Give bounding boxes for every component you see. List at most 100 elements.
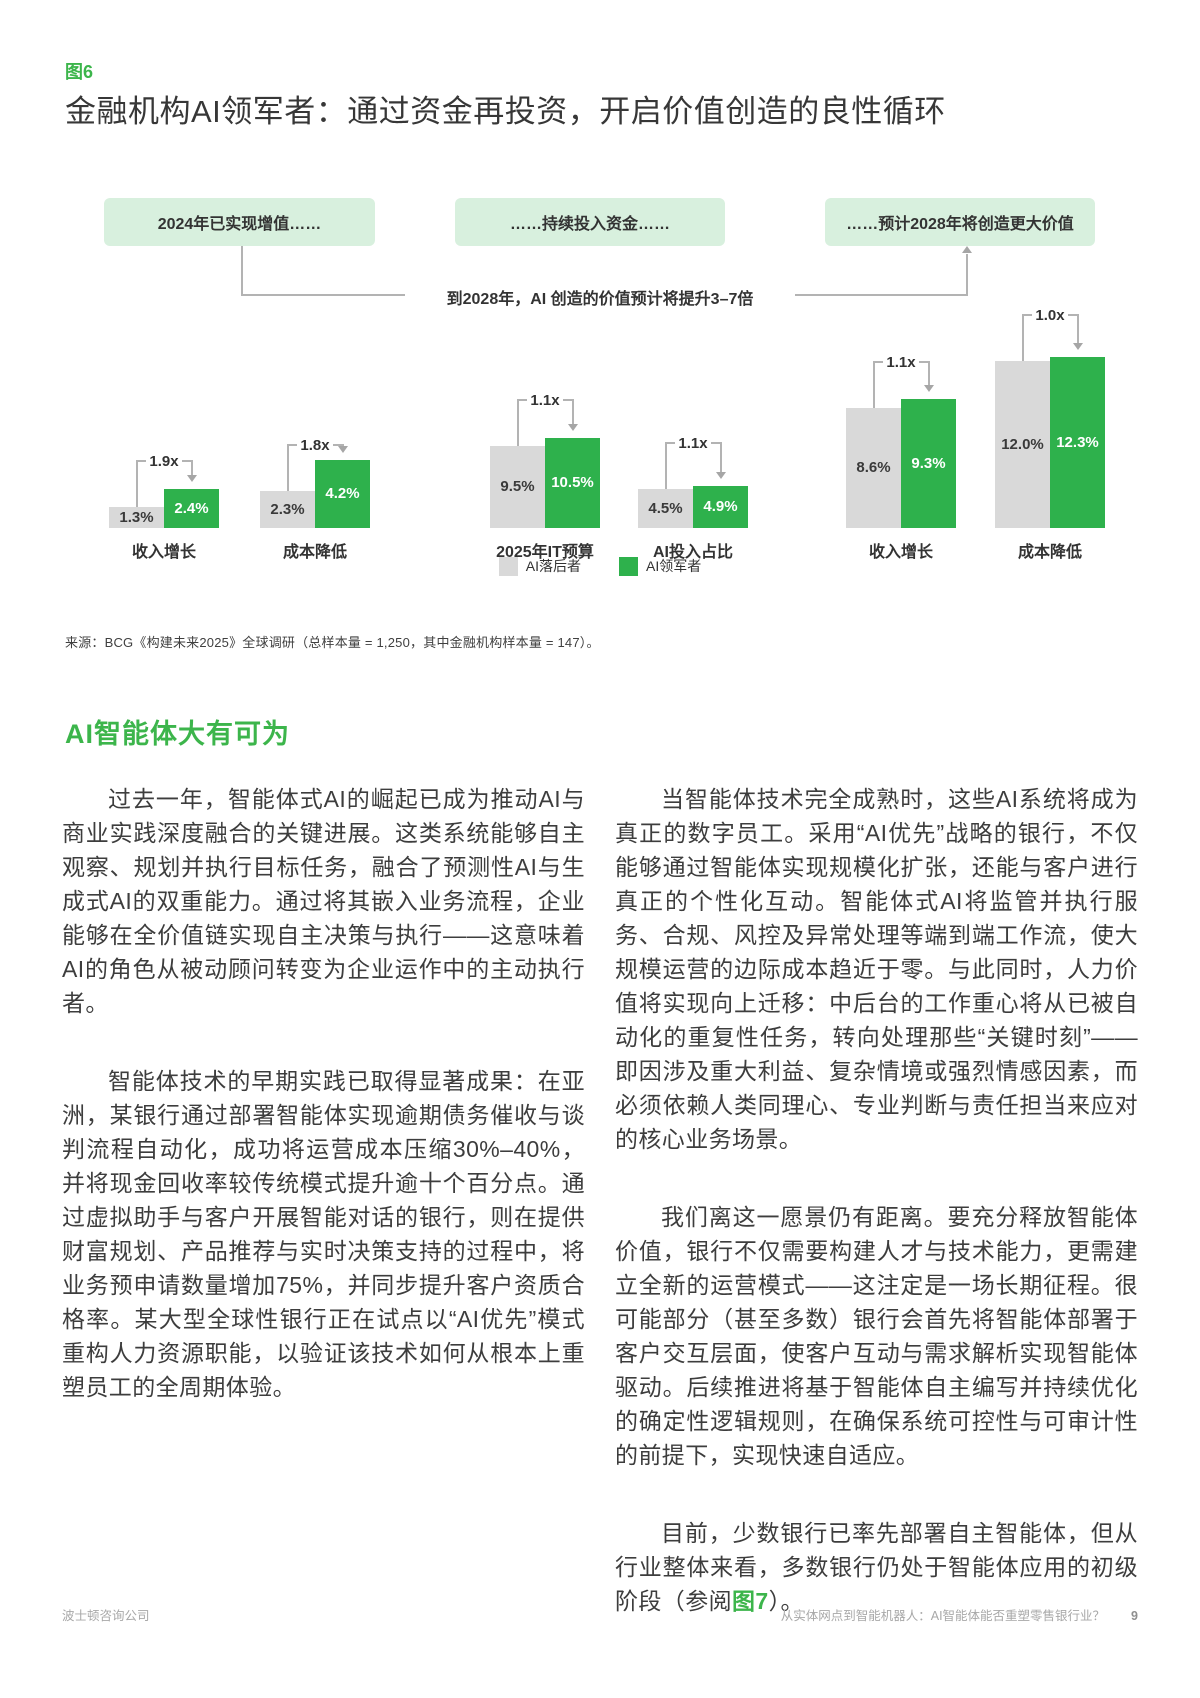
- laggard-bar: [995, 361, 1050, 528]
- category-label: 成本降低: [282, 544, 347, 561]
- multiplier-label: 1.1x: [886, 353, 916, 371]
- paragraph-with-figure-ref: 目前，少数银行已率先部署自主智能体，但从行业整体来看，多数银行仍处于智能体应用的…: [615, 1516, 1138, 1618]
- category-label: 2025年IT预算: [496, 544, 594, 561]
- leader-bar: [315, 460, 370, 528]
- arrow-down-line: [928, 361, 930, 385]
- leader-value: 12.3%: [1056, 433, 1099, 451]
- legend-item: AI领军者: [619, 556, 701, 576]
- arrow-down-line: [191, 460, 193, 475]
- chart-callout: 到2028年，AI 创造的价值预计将提升3–7倍: [446, 291, 754, 308]
- body-column-right: 当智能体技术完全成熟时，这些AI系统将成为真正的数字员工。采用“AI优先”战略的…: [615, 782, 1138, 1662]
- callout-connector-left-horizontal: [241, 294, 405, 296]
- multiplier-label: 1.8x: [300, 436, 330, 454]
- paragraph: 当智能体技术完全成熟时，这些AI系统将成为真正的数字员工。采用“AI优先”战略的…: [615, 786, 1138, 1152]
- callout-connector-right-vertical: [966, 254, 968, 296]
- page-footer: 波士顿咨询公司 从实体网点到智能机器人：AI智能体能否重塑零售银行业？ 9: [62, 1605, 1138, 1624]
- chart-header-box: ……持续投入资金……: [455, 198, 725, 246]
- category-label: 收入增长: [131, 544, 196, 561]
- bracket-segment: [874, 361, 884, 363]
- paragraph: 智能体技术的早期实践已取得显著成果：在亚洲，某银行通过部署智能体实现逾期债务催收…: [62, 1068, 585, 1400]
- arrow-down-line: [720, 442, 722, 472]
- laggard-bar: [109, 507, 164, 528]
- body-columns: 过去一年，智能体式AI的崛起已成为推动AI与商业实践深度融合的关键进展。这类系统…: [62, 782, 1138, 1662]
- laggard-bar: [490, 446, 545, 528]
- body-column-left: 过去一年，智能体式AI的崛起已成为推动AI与商业实践深度融合的关键进展。这类系统…: [62, 782, 585, 1662]
- multiplier-label: 1.1x: [678, 434, 708, 452]
- arrow-down-line: [342, 444, 344, 446]
- section-heading: AI智能体大有可为: [65, 719, 290, 749]
- laggard-bar: [638, 489, 693, 528]
- footer-company: 波士顿咨询公司: [62, 1609, 150, 1623]
- callout-connector-right-horizontal: [795, 294, 967, 296]
- paragraph-text: ）。: [768, 1588, 804, 1614]
- multiplier-row: 1.8x: [288, 435, 343, 455]
- category-label: 收入增长: [868, 544, 933, 561]
- leader-value: 2.4%: [174, 499, 209, 517]
- multiplier-row: 1.1x: [666, 433, 721, 453]
- bracket-left-line: [517, 399, 519, 446]
- arrow-down-line: [1077, 314, 1079, 343]
- paragraph: 我们离这一愿景仍有距离。要充分释放智能体价值，银行不仅需要构建人才与技术能力，更…: [615, 1204, 1138, 1468]
- footer-right: 从实体网点到智能机器人：AI智能体能否重塑零售银行业？ 9: [781, 1605, 1138, 1624]
- bracket-segment: [710, 442, 721, 444]
- multiplier-row: 1.9x: [137, 451, 192, 471]
- leader-value: 9.3%: [911, 454, 946, 472]
- figure-chart: 到2028年，AI 创造的价值预计将提升3–7倍 2024年已实现增值…… 1.3…: [65, 193, 1135, 598]
- callout-connector-left-vertical: [241, 246, 243, 296]
- arrow-up-icon: [962, 246, 972, 253]
- chart-legend: AI落后者 AI领军者: [65, 556, 1135, 576]
- bracket-segment: [666, 442, 676, 444]
- chart-header-box: 2024年已实现增值……: [104, 198, 375, 246]
- leader-swatch-icon: [619, 556, 638, 576]
- bracket-segment: [518, 399, 528, 401]
- multiplier-label: 1.9x: [149, 452, 179, 470]
- multiplier-row: 1.1x: [874, 352, 929, 372]
- multiplier-label: 1.1x: [530, 391, 560, 409]
- source-note: 来源：BCG《构建未来2025》全球调研（总样本量 = 1,250，其中金融机构…: [65, 635, 600, 650]
- leader-value: 4.2%: [325, 485, 360, 502]
- leader-bar: [1050, 357, 1105, 528]
- paragraph-text: 目前，少数银行已率先部署自主智能体，但从行业整体来看，多数银行仍处于智能体应用的…: [615, 1520, 1138, 1614]
- category-label: 成本降低: [1017, 544, 1082, 561]
- leader-bar: [693, 486, 748, 528]
- arrow-down-icon: [1073, 343, 1083, 350]
- bracket-left-line: [1022, 314, 1024, 361]
- bracket-segment: [332, 444, 343, 446]
- arrow-down-icon: [716, 472, 726, 479]
- figure-title: 金融机构AI领军者：通过资金再投资，开启价值创造的良性循环: [65, 94, 946, 129]
- laggard-value: 9.5%: [500, 478, 535, 495]
- figure-7-reference[interactable]: 图7: [732, 1588, 769, 1614]
- bracket-segment: [181, 460, 192, 462]
- leader-bar: [901, 399, 956, 528]
- figure-tag: 图6: [65, 62, 94, 82]
- laggard-value: 2.3%: [270, 500, 305, 518]
- bracket-segment: [288, 444, 298, 446]
- category-label: AI投入占比: [652, 544, 733, 561]
- leader-bar: [164, 489, 219, 528]
- laggard-value: 4.5%: [648, 499, 683, 517]
- arrow-down-icon: [338, 446, 348, 453]
- laggard-value: 1.3%: [119, 508, 154, 526]
- bracket-segment: [137, 460, 147, 462]
- footer-doc-title: 从实体网点到智能机器人：AI智能体能否重塑零售银行业？: [780, 1609, 1106, 1623]
- legend-label: AI领军者: [646, 558, 702, 574]
- paragraph: 过去一年，智能体式AI的崛起已成为推动AI与商业实践深度融合的关键进展。这类系统…: [62, 786, 585, 1016]
- bracket-left-line: [287, 444, 289, 491]
- leader-bar: [545, 438, 600, 528]
- multiplier-label: 1.0x: [1035, 306, 1065, 324]
- bracket-segment: [918, 361, 929, 363]
- laggard-bar: [846, 408, 901, 528]
- laggard-swatch-icon: [498, 556, 518, 576]
- legend-item: AI落后者: [498, 556, 581, 576]
- footer-page-number: 9: [1131, 1609, 1138, 1623]
- bracket-segment: [562, 399, 573, 401]
- arrow-down-icon: [568, 424, 578, 431]
- multiplier-row: 1.1x: [518, 390, 573, 410]
- laggard-value: 8.6%: [856, 459, 891, 476]
- chart-header-box: ……预计2028年将创造更大价值: [825, 198, 1095, 246]
- legend-label: AI落后者: [525, 558, 581, 574]
- bracket-segment: [1023, 314, 1033, 316]
- leader-value: 4.9%: [703, 498, 738, 515]
- arrow-down-line: [572, 399, 574, 424]
